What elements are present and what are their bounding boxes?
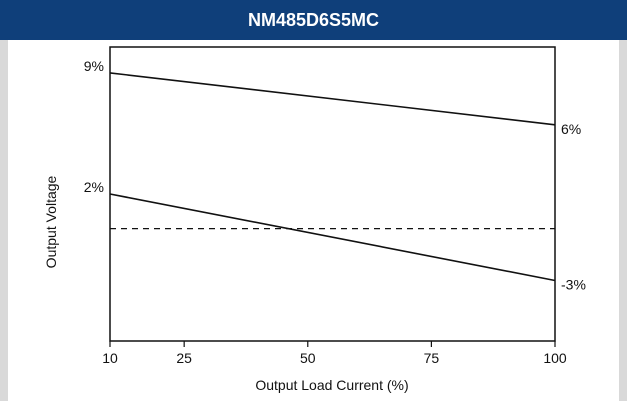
x-tick-label: 75 [424, 350, 440, 366]
page-title: NM485D6S5MC [0, 0, 627, 40]
x-tick-label: 50 [300, 350, 316, 366]
series-line-1 [109, 72, 556, 126]
x-tick-label: 10 [102, 350, 118, 366]
series-start-label: 9% [84, 58, 104, 74]
series-layer [109, 72, 556, 282]
series-end-label: 6% [561, 121, 581, 137]
x-axis-label: Output Load Current (%) [255, 377, 408, 393]
plot-area-border [109, 46, 556, 342]
y-axis-label: Output Voltage [43, 175, 59, 268]
series-start-label: 2% [84, 179, 104, 195]
series-end-label: -3% [561, 276, 586, 292]
x-tick-label: 25 [176, 350, 192, 366]
label-layer: 9% 6% 2% -3% [84, 58, 586, 293]
x-tick-label: 100 [543, 350, 567, 366]
series-line-2 [109, 193, 556, 282]
tick-layer: 10 25 50 75 100 [102, 341, 567, 366]
